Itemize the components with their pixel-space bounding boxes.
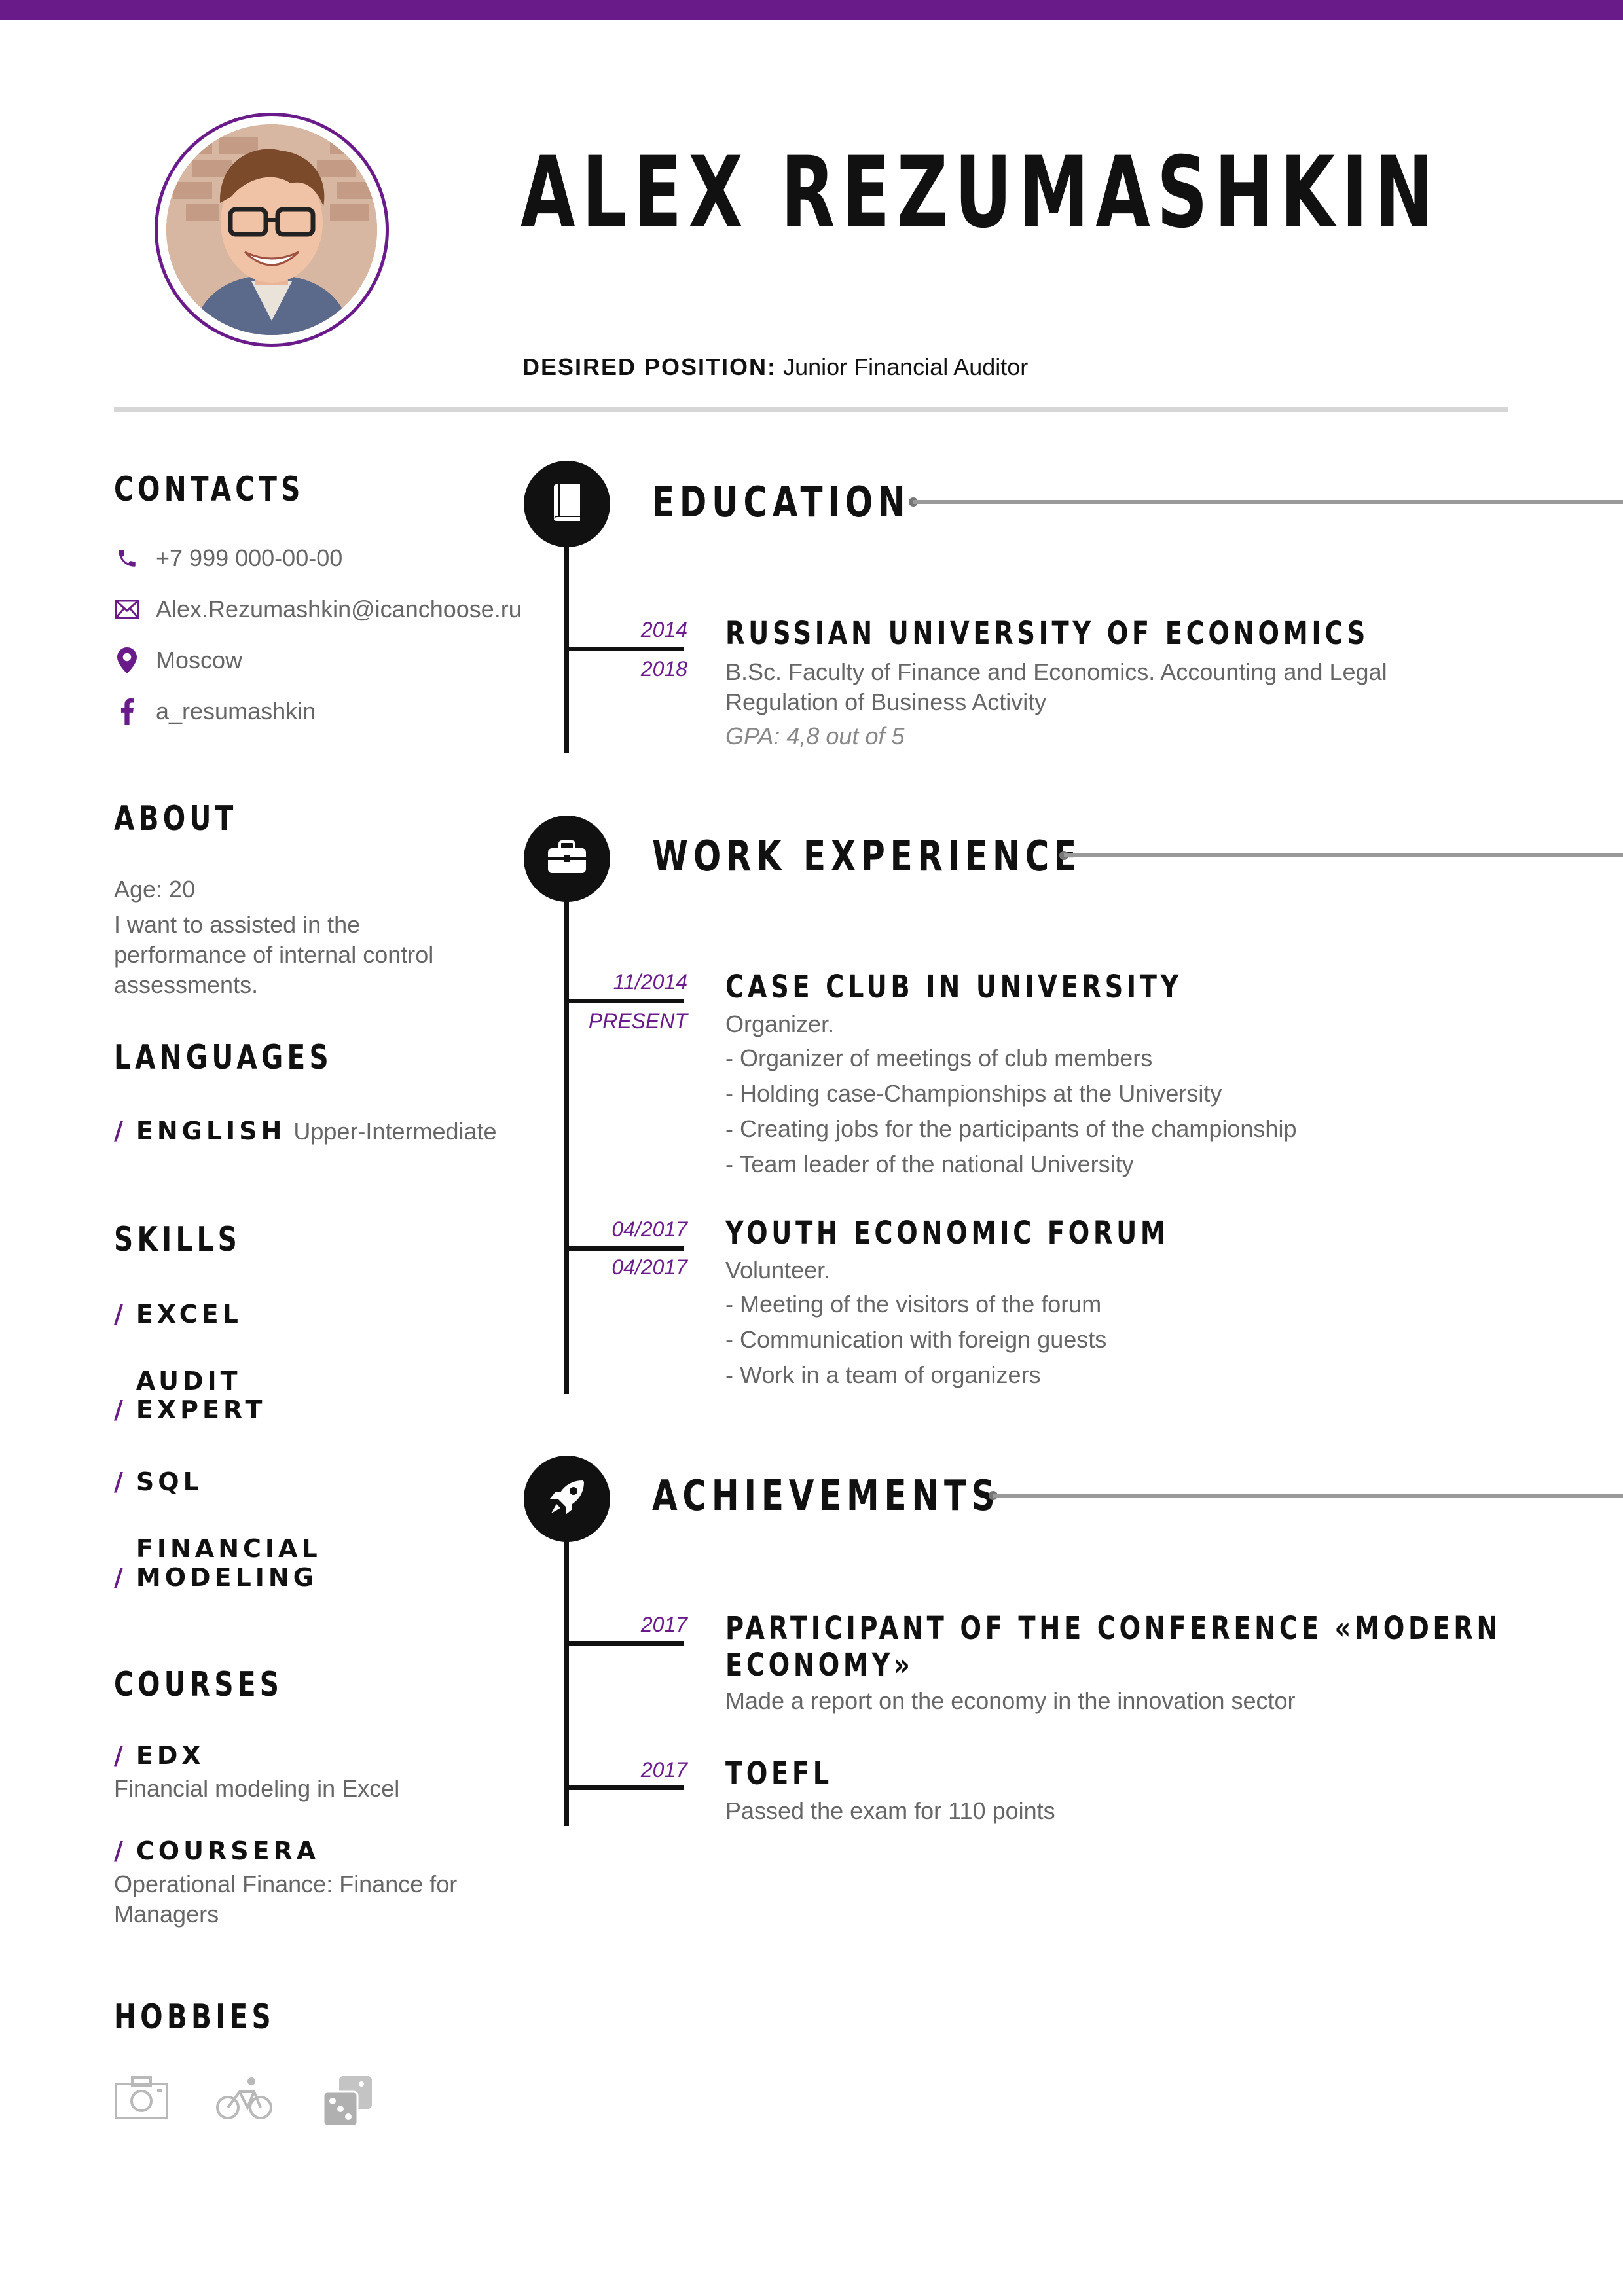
course-provider-name: COURSERA xyxy=(136,1837,320,1865)
skill-name: SQL xyxy=(136,1467,203,1496)
contact-facebook-text: a_resumashkin xyxy=(156,698,316,725)
about-heading: ABOUT xyxy=(114,799,238,838)
profile-photo xyxy=(166,124,377,335)
envelope-icon xyxy=(114,596,140,622)
avatar xyxy=(155,113,389,347)
skill-name: EXCEL xyxy=(136,1300,242,1329)
education-timeline-line xyxy=(564,511,569,753)
work-company: CASE CLUB IN UNIVERSITY xyxy=(725,969,1182,1005)
course-title: Operational Finance: Finance for Manager… xyxy=(114,1871,458,1928)
work-bullet: - Organizer of meetings of club members xyxy=(725,1045,1153,1071)
contact-location-text: Moscow xyxy=(156,647,243,673)
course-title: Financial modeling in Excel xyxy=(114,1775,400,1802)
desired-position-label: DESIRED POSITION: xyxy=(522,353,777,380)
achievements-heading: ACHIEVEMENTS xyxy=(652,1472,1000,1520)
contact-email-text: Alex.Rezumashkin@icanchoose.ru xyxy=(156,596,522,622)
desired-position-value: Junior Financial Auditor xyxy=(783,353,1029,380)
achievement-description: Made a report on the economy in the inno… xyxy=(725,1687,1296,1714)
education-badge xyxy=(524,461,610,547)
work-start-date: 04/2017 xyxy=(611,1217,687,1241)
about-age: Age: 20 xyxy=(114,876,196,903)
contact-phone[interactable]: +7 999 000-00-00 xyxy=(114,545,342,572)
education-end-date: 2018 xyxy=(640,657,687,681)
education-rule xyxy=(913,500,1623,504)
briefcase-icon xyxy=(547,840,587,878)
work-end-date: PRESENT xyxy=(588,1009,687,1033)
work-company: YOUTH ECONOMIC FORUM xyxy=(725,1215,1169,1251)
work-bullet: - Work in a team of organizers xyxy=(725,1361,1041,1388)
facebook-icon xyxy=(114,698,140,725)
education-gpa: GPA: 4,8 out of 5 xyxy=(725,723,905,749)
skill-item: /AUDIT/EXPERT xyxy=(114,1367,266,1424)
language-item: / ENGLISH Upper-Intermediate xyxy=(114,1117,497,1145)
work-end-date: 04/2017 xyxy=(611,1255,687,1279)
timeline-tick xyxy=(566,1246,684,1251)
contact-phone-text: +7 999 000-00-00 xyxy=(156,545,343,571)
achievement-date: 2017 xyxy=(640,1613,687,1636)
work-badge xyxy=(524,816,610,902)
timeline-tick xyxy=(566,1641,684,1646)
header-divider xyxy=(114,407,1508,412)
achievement-title: PARTICIPANT OF THE CONFERENCE «MODERN EC… xyxy=(725,1610,1502,1683)
skill-name: EXPERT xyxy=(136,1395,266,1424)
work-timeline-line xyxy=(564,864,569,1394)
work-bullet: - Team leader of the national University xyxy=(725,1151,1134,1177)
achievement-date: 2017 xyxy=(640,1758,687,1782)
courses-heading: COURSES xyxy=(114,1665,283,1704)
education-start-date: 2014 xyxy=(640,618,687,641)
achievements-timeline-line xyxy=(564,1505,569,1826)
skill-name: AUDIT xyxy=(136,1367,242,1395)
achievement-title: TOEFL xyxy=(725,1755,833,1792)
contact-location: Moscow xyxy=(114,647,242,674)
about-text: I want to assisted in the performance of… xyxy=(114,911,434,998)
location-pin-icon xyxy=(114,647,140,673)
course-provider: / COURSERA xyxy=(114,1837,320,1865)
education-description: B.Sc. Faculty of Finance and Economics. … xyxy=(725,658,1387,715)
work-rule xyxy=(1064,853,1623,857)
timeline-tick xyxy=(566,1785,684,1790)
candidate-name: ALEX REZUMASHKIN xyxy=(520,136,1440,250)
achievement-description: Passed the exam for 110 points xyxy=(725,1797,1055,1824)
language-name: ENGLISH xyxy=(136,1117,286,1145)
work-start-date: 11/2014 xyxy=(613,970,687,994)
bicycle-icon xyxy=(216,2075,275,2134)
achievements-rule xyxy=(993,1494,1623,1498)
dice-icon xyxy=(321,2075,380,2134)
contact-facebook[interactable]: a_resumashkin xyxy=(114,698,316,725)
education-school: RUSSIAN UNIVERSITY OF ECONOMICS xyxy=(725,615,1370,652)
work-role: Organizer. xyxy=(725,1011,835,1037)
timeline-tick xyxy=(566,647,684,651)
work-heading: WORK EXPERIENCE xyxy=(652,833,1082,881)
skill-item: /FINANCIAL/MODELING xyxy=(114,1534,321,1592)
languages-heading: LANGUAGES xyxy=(114,1038,333,1077)
skill-name: MODELING xyxy=(136,1563,318,1592)
course-provider: / EDX xyxy=(114,1741,205,1770)
camera-icon xyxy=(114,2075,173,2134)
skill-item: / EXCEL xyxy=(114,1300,242,1329)
skill-name: FINANCIAL xyxy=(136,1534,321,1563)
work-role: Volunteer. xyxy=(725,1257,831,1283)
skill-item: / SQL xyxy=(114,1467,203,1496)
achievements-badge xyxy=(524,1456,610,1542)
contacts-heading: CONTACTS xyxy=(114,470,304,509)
language-level: Upper-Intermediate xyxy=(293,1118,497,1145)
rocket-icon xyxy=(547,1478,587,1520)
book-icon xyxy=(550,483,584,526)
work-bullet: - Holding case-Championships at the Univ… xyxy=(725,1080,1222,1107)
skills-heading: SKILLS xyxy=(114,1220,242,1259)
work-bullet: - Communication with foreign guests xyxy=(725,1326,1107,1353)
education-heading: EDUCATION xyxy=(652,478,911,527)
top-accent-bar xyxy=(0,0,1623,20)
hobbies-heading: HOBBIES xyxy=(114,1998,275,2037)
course-provider-name: EDX xyxy=(136,1741,205,1770)
work-bullet: - Creating jobs for the participants of … xyxy=(725,1115,1297,1142)
phone-icon xyxy=(114,545,140,571)
contact-email[interactable]: Alex.Rezumashkin@icanchoose.ru xyxy=(114,596,522,623)
desired-position: DESIRED POSITION: Junior Financial Audit… xyxy=(522,353,1028,381)
work-bullet: - Meeting of the visitors of the forum xyxy=(725,1291,1102,1318)
timeline-tick xyxy=(566,999,684,1003)
